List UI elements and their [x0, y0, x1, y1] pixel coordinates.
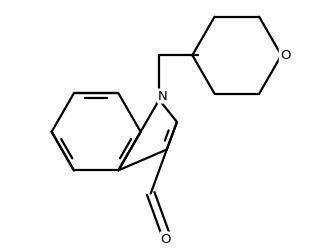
Text: O: O [161, 233, 171, 245]
Text: O: O [280, 49, 290, 62]
Text: N: N [158, 89, 168, 103]
